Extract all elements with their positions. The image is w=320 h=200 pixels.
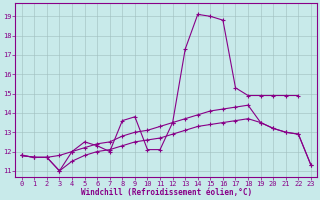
X-axis label: Windchill (Refroidissement éolien,°C): Windchill (Refroidissement éolien,°C) xyxy=(81,188,252,197)
